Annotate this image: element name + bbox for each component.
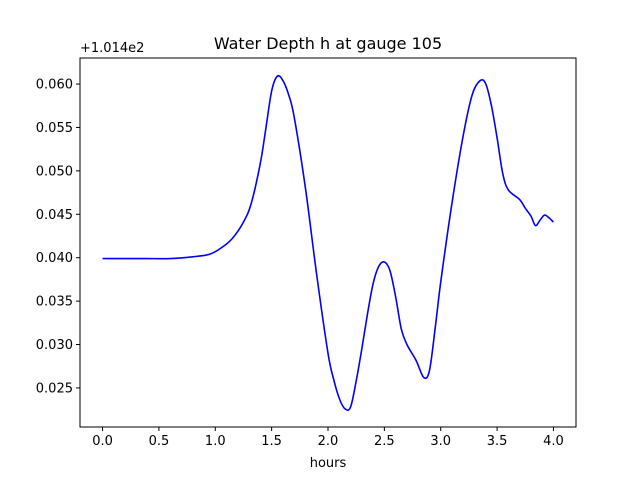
series-line — [102, 74, 555, 411]
x-tick-label: 2.0 — [318, 434, 339, 449]
y-axis-offset-text: +1.014e2 — [80, 41, 144, 56]
y-tick-label: 0.050 — [36, 164, 73, 179]
y-tick-label: 0.040 — [36, 251, 73, 266]
y-axis: 0.025 0.030 0.035 0.040 0.045 0.050 0.055 0.060 — [36, 78, 80, 396]
chart-title: Water Depth h at gauge 105 — [214, 34, 442, 53]
x-tick-label: 2.5 — [374, 434, 395, 449]
y-tick-label: 0.035 — [36, 295, 73, 310]
plot-series-layer — [102, 74, 555, 411]
x-tick-label: 3.0 — [430, 434, 451, 449]
x-tick-label: 0.0 — [92, 434, 113, 449]
x-tick-label: 0.5 — [149, 434, 170, 449]
y-tick-label: 0.025 — [36, 381, 73, 396]
y-tick-label: 0.060 — [36, 78, 73, 93]
y-tick-label: 0.055 — [36, 121, 73, 136]
x-tick-label: 4.0 — [543, 434, 564, 449]
x-axis-label: hours — [310, 456, 347, 471]
x-tick-label: 3.5 — [487, 434, 508, 449]
y-tick-label: 0.030 — [36, 338, 73, 353]
x-axis: 0.0 0.5 1.0 1.5 2.0 2.5 3.0 3.5 4.0 — [92, 427, 564, 449]
y-tick-label: 0.045 — [36, 208, 73, 223]
x-tick-label: 1.5 — [261, 434, 282, 449]
x-tick-label: 1.0 — [205, 434, 226, 449]
